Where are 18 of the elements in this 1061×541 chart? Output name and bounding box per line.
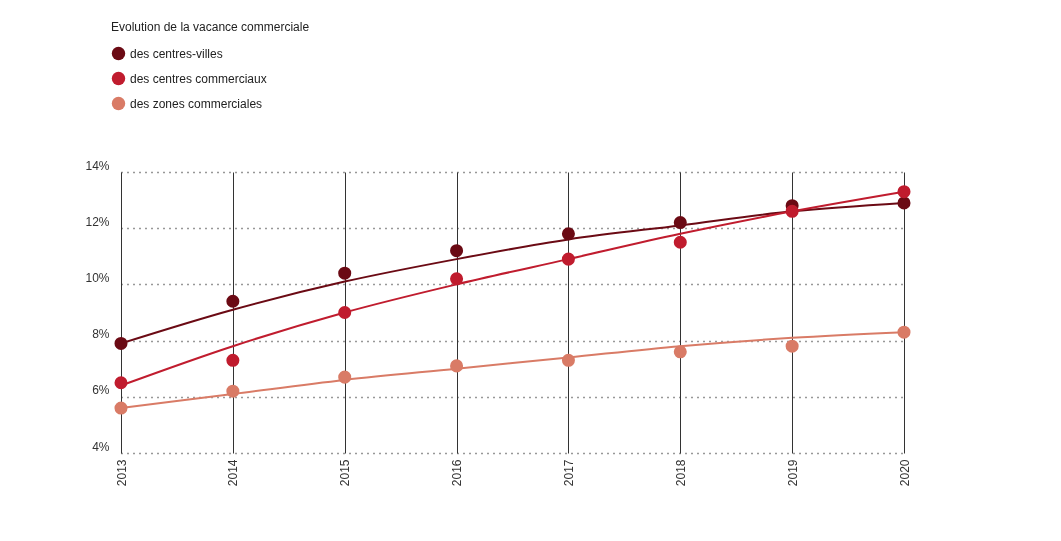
y-tick-label: 12%: [85, 214, 110, 229]
y-tick-label: 8%: [92, 327, 110, 342]
x-tick-label: 2015: [338, 459, 353, 487]
x-tick-label: 2020: [897, 459, 912, 487]
y-tick-label: 6%: [92, 383, 110, 398]
x-tick-label: 2013: [114, 459, 129, 487]
legend-label: des zones commerciales: [130, 96, 263, 111]
legend-label: des centres-villes: [130, 46, 223, 61]
y-tick-label: 14%: [85, 158, 110, 173]
legend-title: Evolution de la vacance commerciale: [111, 20, 310, 34]
y-tick-label: 10%: [85, 270, 110, 285]
x-tick-label: 2018: [673, 459, 688, 487]
y-tick-label: 4%: [92, 439, 110, 454]
x-tick-label: 2014: [226, 459, 241, 487]
x-tick-label: 2017: [561, 459, 576, 487]
x-tick-label: 2019: [785, 459, 800, 487]
x-tick-label: 2016: [450, 459, 465, 487]
legend-label: des centres commerciaux: [130, 71, 267, 86]
